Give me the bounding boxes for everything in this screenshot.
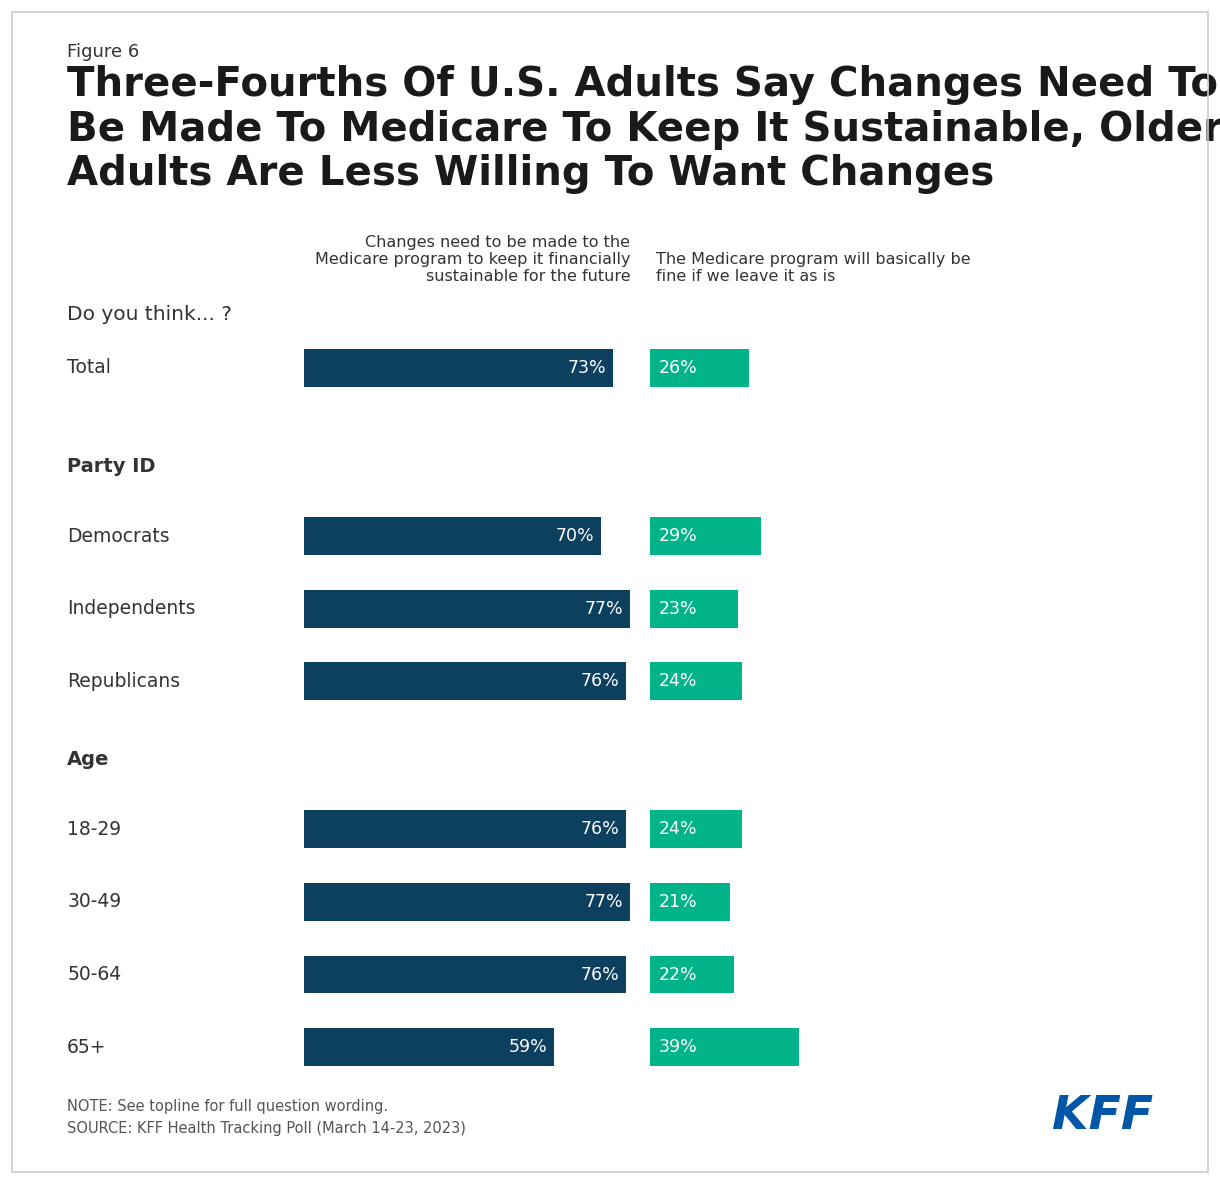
Text: The Medicare program will basically be
fine if we leave it as is: The Medicare program will basically be f… <box>655 252 970 284</box>
Bar <box>650 349 749 387</box>
Text: 77%: 77% <box>584 600 623 618</box>
Text: KFF: KFF <box>1052 1094 1153 1139</box>
Text: 23%: 23% <box>659 600 698 618</box>
Text: 18-29: 18-29 <box>67 819 121 838</box>
Text: 70%: 70% <box>555 527 594 545</box>
Text: 76%: 76% <box>581 821 620 838</box>
Bar <box>305 590 631 628</box>
Text: Do you think... ?: Do you think... ? <box>67 305 232 324</box>
Bar <box>305 349 614 387</box>
Text: Democrats: Democrats <box>67 527 170 546</box>
Bar <box>305 517 600 555</box>
Text: Party ID: Party ID <box>67 457 156 476</box>
Text: Figure 6: Figure 6 <box>67 43 139 60</box>
Bar <box>650 1028 799 1066</box>
Text: Independents: Independents <box>67 599 195 618</box>
Bar <box>650 590 738 628</box>
Bar <box>305 1028 554 1066</box>
Bar <box>650 811 742 848</box>
Text: Republicans: Republicans <box>67 671 181 690</box>
Bar <box>650 955 734 993</box>
Text: 50-64: 50-64 <box>67 965 121 984</box>
Text: Changes need to be made to the
Medicare program to keep it financially
sustainab: Changes need to be made to the Medicare … <box>315 234 631 284</box>
Text: 24%: 24% <box>659 821 698 838</box>
Bar <box>305 955 626 993</box>
Bar <box>305 811 626 848</box>
Bar <box>650 517 761 555</box>
Text: 30-49: 30-49 <box>67 893 121 912</box>
Bar <box>650 662 742 700</box>
Text: Total: Total <box>67 359 111 378</box>
Text: 22%: 22% <box>659 965 698 984</box>
Text: Three-Fourths Of U.S. Adults Say Changes Need To
Be Made To Medicare To Keep It : Three-Fourths Of U.S. Adults Say Changes… <box>67 65 1220 194</box>
Text: NOTE: See topline for full question wording.
SOURCE: KFF Health Tracking Poll (M: NOTE: See topline for full question word… <box>67 1099 466 1135</box>
Text: 76%: 76% <box>581 965 620 984</box>
Text: 65+: 65+ <box>67 1037 106 1056</box>
Bar <box>650 883 731 921</box>
Text: 39%: 39% <box>659 1038 698 1056</box>
Text: 76%: 76% <box>581 673 620 690</box>
Bar <box>305 662 626 700</box>
Text: 21%: 21% <box>659 893 698 910</box>
Text: Age: Age <box>67 751 110 770</box>
Text: 24%: 24% <box>659 673 698 690</box>
Text: 59%: 59% <box>509 1038 548 1056</box>
Text: 73%: 73% <box>569 359 606 377</box>
Text: 26%: 26% <box>659 359 698 377</box>
Bar <box>305 883 631 921</box>
Text: 77%: 77% <box>584 893 623 910</box>
Text: 29%: 29% <box>659 527 698 545</box>
